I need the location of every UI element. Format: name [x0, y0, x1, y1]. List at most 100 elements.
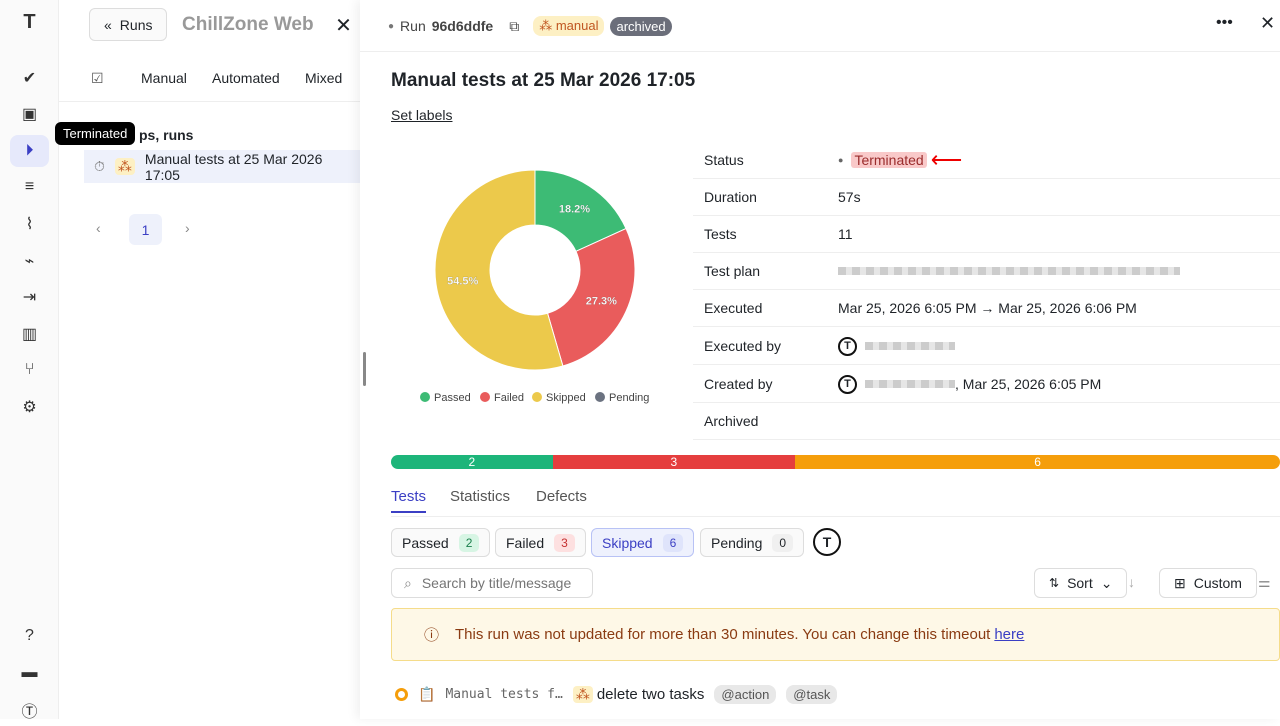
filter-passed[interactable]: Passed 2: [391, 528, 491, 557]
red-arrow-annotation: ⟵: [930, 147, 963, 172]
legend-marker: [595, 392, 605, 402]
filter-failed[interactable]: Failed 3: [495, 528, 586, 557]
prev-page-button[interactable]: ‹: [96, 220, 101, 236]
tab-mixed[interactable]: Mixed: [305, 70, 343, 86]
set-labels-link[interactable]: Set labels: [391, 107, 453, 123]
gear-icon[interactable]: ⚙: [22, 399, 37, 416]
nav-rail: T ✔ ▣ ⏵ ≡ ⌇ ⌁ ⇥ ▥ ⑂ ⚙ ? ▬ Ⓣ: [0, 0, 59, 721]
sort-icon: ⇅: [1049, 576, 1060, 590]
filter-pending[interactable]: Pending 0: [700, 528, 805, 557]
pie-slice-skipped[interactable]: [434, 169, 564, 371]
page-title: Manual tests at 25 Mar 2026 17:05: [391, 70, 696, 91]
next-page-button[interactable]: ›: [185, 220, 190, 236]
tab-defects[interactable]: Defects: [536, 488, 587, 505]
run-prefix: Run: [400, 18, 426, 34]
page-1-button[interactable]: 1: [129, 214, 162, 245]
pending-status-icon: [395, 688, 408, 701]
section-title: ps, runs: [139, 127, 194, 143]
archived-badge: archived: [610, 16, 672, 36]
filter-count: 3: [554, 533, 575, 552]
legend-label[interactable]: Passed: [434, 392, 471, 404]
detail-value: Mar 25, 2026 6:05 PM → Mar 25, 2026 6:06…: [838, 300, 1137, 316]
sort-label: Sort: [1067, 575, 1093, 591]
chevron-down-icon: ⌄: [1100, 574, 1113, 591]
detail-row-executed-by: Executed by T: [693, 328, 1280, 365]
custom-view-button[interactable]: ⊞ Custom: [1159, 568, 1257, 598]
tooltip: Terminated: [55, 122, 136, 145]
search-input[interactable]: [421, 575, 572, 591]
filter-skipped[interactable]: Skipped 6: [591, 528, 695, 557]
pulse-icon[interactable]: ⌁: [24, 253, 35, 270]
tab-automated[interactable]: Automated: [212, 70, 280, 86]
filter-count: 2: [458, 533, 480, 552]
sort-direction-icon[interactable]: ↓: [1128, 574, 1135, 590]
help-icon[interactable]: ?: [25, 627, 34, 644]
search-icon: ⌕: [404, 574, 412, 591]
chevrons-left-icon: «: [104, 16, 112, 33]
steps-icon[interactable]: ⌇: [25, 216, 34, 233]
settings-sliders-icon[interactable]: ⚌: [1258, 574, 1271, 590]
pie-slice-failed[interactable]: [546, 227, 636, 367]
check-icon[interactable]: ✔: [22, 70, 37, 87]
run-id: 96d6ddfe: [431, 18, 494, 34]
divider: [360, 51, 1280, 52]
list-check-icon[interactable]: ≡: [24, 178, 35, 195]
logo-icon[interactable]: T: [23, 10, 36, 33]
multi-select-icon[interactable]: ☑: [91, 70, 104, 86]
custom-label: Custom: [1193, 575, 1242, 591]
progress-segment: 6: [795, 455, 1280, 469]
detail-label: Duration: [704, 189, 757, 205]
legend-marker: [480, 392, 490, 402]
tab-statistics[interactable]: Statistics: [450, 488, 511, 505]
detail-value: 11: [838, 226, 853, 242]
search-box[interactable]: ⌕: [391, 568, 593, 598]
tab-manual[interactable]: Manual: [141, 70, 187, 86]
tab-tests[interactable]: Tests: [391, 488, 427, 513]
back-runs-button[interactable]: « Runs: [89, 8, 168, 41]
filter-label: Skipped: [602, 534, 653, 551]
filter-label: Passed: [402, 534, 449, 551]
alert-icon: ⓘ: [424, 627, 440, 644]
close-panel-button[interactable]: ✕: [327, 9, 360, 41]
timeout-settings-link[interactable]: here: [994, 626, 1025, 643]
briefcase-check-icon[interactable]: ▣: [21, 106, 38, 123]
detail-label: Tests: [704, 226, 737, 242]
legend-label[interactable]: Skipped: [546, 392, 586, 404]
runs-panel: « Runs ChillZone Web ☑ Manual Automated M…: [55, 0, 360, 719]
assistant-icon[interactable]: T: [813, 528, 841, 556]
sort-button[interactable]: ⇅ Sort ⌄: [1034, 568, 1128, 598]
branch-icon[interactable]: ⑂: [24, 361, 35, 378]
legend-label[interactable]: Failed: [494, 392, 524, 404]
manual-icon: ⁂: [572, 686, 593, 703]
pie-label: 18.2%: [559, 204, 590, 216]
run-title: Manual tests at 25 Mar 2026 17:05: [144, 150, 323, 183]
run-header: ● Run 96d6ddfe ⧉ ⁂ manual archived: [388, 16, 672, 36]
run-detail-panel: ● Run 96d6ddfe ⧉ ⁂ manual archived ••• ✕…: [360, 0, 1280, 719]
progress-segment: 2: [391, 455, 553, 469]
filter-count: 0: [772, 533, 794, 552]
detail-label: Created by: [704, 376, 773, 392]
back-label: Runs: [119, 16, 153, 33]
filter-label: Pending: [711, 534, 763, 551]
resize-handle[interactable]: [363, 352, 366, 386]
dot-icon: ●: [388, 20, 395, 32]
copy-icon[interactable]: ⧉: [509, 17, 520, 34]
progress-segment: 3: [552, 455, 796, 469]
avatar[interactable]: Ⓣ: [21, 704, 38, 721]
folder-icon[interactable]: ▬: [21, 664, 38, 681]
legend-label[interactable]: Pending: [609, 392, 649, 404]
import-icon[interactable]: ⇥: [22, 289, 37, 306]
close-icon[interactable]: ✕: [1260, 13, 1276, 33]
test-row[interactable]: 📋 Manual tests f… ⁂ delete two tasks @ac…: [395, 685, 838, 704]
type-badge: ⁂ manual: [533, 16, 605, 36]
suite-name: Manual tests f…: [445, 687, 563, 702]
play-circle-icon[interactable]: ⏵: [10, 135, 49, 167]
detail-row-archived: Archived: [693, 403, 1280, 440]
chart-icon[interactable]: ▥: [21, 326, 38, 343]
warning-text: This run was not updated for more than 3…: [455, 626, 991, 643]
run-list-item[interactable]: ⏱ ⁂ Manual tests at 25 Mar 2026 17:05: [84, 150, 360, 183]
more-icon[interactable]: •••: [1216, 14, 1233, 31]
filter-count: 6: [662, 533, 684, 552]
timer-off-icon: ⏱: [94, 158, 105, 174]
